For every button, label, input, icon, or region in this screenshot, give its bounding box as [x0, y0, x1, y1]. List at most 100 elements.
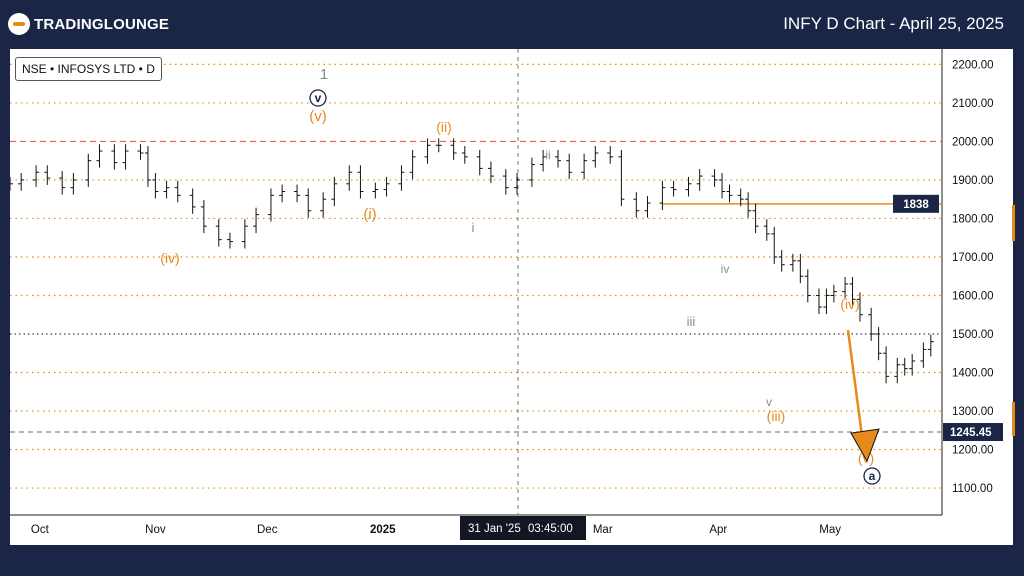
crosshair-date-label: 31 Jan '25: [468, 523, 521, 535]
time-tick-label: Mar: [593, 524, 613, 536]
wave-label: v: [766, 395, 772, 409]
top-bar: TRADINGLOUNGE INFY D Chart - April 25, 2…: [0, 0, 1024, 48]
ohlc-bar: [823, 288, 830, 314]
ohlc-bar: [85, 153, 92, 187]
logo-text: TRADINGLOUNGE: [34, 16, 169, 33]
ohlc-bar: [868, 307, 875, 341]
ohlc-bar: [409, 149, 416, 180]
wave-label: iv: [721, 262, 730, 276]
ohlc-bar: [267, 188, 274, 222]
ohlc-bar: [920, 342, 927, 368]
chart-title: INFY D Chart - April 25, 2025: [783, 14, 1004, 33]
ohlc-bar: [346, 165, 353, 191]
ohlc-bar: [44, 165, 51, 185]
price-tick-label: 1200.00: [952, 445, 994, 457]
ohlc-bar: [137, 144, 144, 160]
price-tick-label: 2200.00: [952, 59, 994, 71]
ohlc-bar: [320, 192, 327, 218]
price-tick-label: 1500.00: [952, 329, 994, 341]
chart-svg[interactable]: 2200.00 2100.00 2000.00 1900.00 1800.00 1700.…: [7, 49, 1013, 545]
price-tags: 1838 1245.45: [893, 194, 1003, 442]
ohlc-bar: [398, 165, 405, 191]
ohlc-bar: [18, 173, 25, 191]
ohlc-bar: [830, 284, 837, 303]
ohlc-bar: [528, 157, 535, 187]
edge-accent-bottom: [1012, 402, 1015, 436]
ohlc-bar: [122, 144, 129, 170]
time-tick-label: Oct: [31, 524, 50, 536]
ohlc-bar: [644, 196, 651, 218]
ohlc-bar: [804, 269, 811, 303]
price-tick-label: 2000.00: [952, 136, 994, 148]
ohlc-bar: [771, 226, 778, 264]
time-tick-label: Nov: [145, 524, 166, 536]
projection-arrowhead: [850, 428, 880, 463]
wave-label: (iv): [840, 296, 859, 312]
ohlc-bar: [372, 182, 379, 199]
ohlc-bar: [174, 180, 181, 203]
price-tag-label: 1838: [903, 199, 929, 211]
price-tick-label: 1900.00: [952, 175, 994, 187]
ohlc-bar: [883, 346, 890, 384]
brand-logo: TRADINGLOUNGE: [8, 12, 169, 36]
wave-label: (iv): [160, 250, 179, 266]
ohlc-bar: [566, 153, 573, 180]
time-tick-label: May: [819, 524, 841, 536]
ohlc-bar: [752, 203, 759, 234]
wave-label: (i): [363, 206, 376, 223]
ohlc-bar: [200, 199, 207, 234]
ohlc-bar: [279, 184, 286, 203]
ohlc-bar: [555, 149, 562, 168]
price-tick-label: 1100.00: [952, 483, 993, 495]
ohlc-bar: [849, 276, 856, 307]
ohlc-bar: [745, 192, 752, 218]
ohlc-bar: [357, 165, 364, 199]
ohlc-bar: [461, 146, 468, 164]
ohlc-bar: [581, 153, 588, 180]
ohlc-bar: [607, 146, 614, 164]
ohlc-bar: [901, 357, 908, 376]
symbol-label: NSE • INFOSYS LTD • D: [15, 57, 162, 81]
ohlc-bar: [70, 173, 77, 195]
ohlc-bar: [815, 288, 822, 314]
ohlc-bar: [502, 169, 509, 195]
ohlc-bar: [294, 184, 301, 203]
ohlc-bar: [894, 357, 901, 384]
price-tag-bg: [943, 423, 1003, 442]
price-tick-label: 1700.00: [952, 252, 994, 264]
ohlc-bar: [487, 161, 494, 184]
ohlc-bar: [331, 176, 338, 207]
plot-area: [10, 49, 942, 515]
ohlc-bar: [618, 149, 625, 207]
ohlc-bar: [842, 276, 849, 299]
ohlc-bar: [711, 169, 718, 187]
ohlc-bar: [305, 188, 312, 218]
price-tick-label: 1600.00: [952, 290, 994, 302]
wave-label: v: [315, 91, 322, 105]
wave-label: ii: [545, 148, 550, 162]
ohlc-bar: [226, 232, 233, 249]
price-tick-label: 1800.00: [952, 213, 994, 225]
ohlc-bar: [856, 292, 863, 322]
price-tag-label: 1245.45: [950, 427, 992, 439]
ohlc-bar: [763, 219, 770, 241]
price-tick-label: 1300.00: [952, 406, 994, 418]
wave-label: iii: [687, 314, 696, 329]
chart-panel[interactable]: 2200.00 2100.00 2000.00 1900.00 1800.00 1700.…: [7, 49, 1013, 545]
ohlc-bar: [789, 253, 796, 272]
wave-label: (iii): [767, 408, 786, 424]
orange-dotted-grid: [10, 63, 942, 489]
edge-accent-top: [1012, 205, 1015, 241]
ohlc-bar: [696, 169, 703, 191]
ohlc-bar: [152, 173, 159, 199]
ohlc-bar: [144, 146, 151, 187]
ohlc-bar: [726, 184, 733, 203]
price-tick-label: 2100.00: [952, 98, 994, 110]
ohlc-bar: [450, 138, 457, 160]
ohlc-bar: [111, 144, 118, 170]
price-tick-label: 1400.00: [952, 368, 994, 380]
wave-label: a: [869, 469, 876, 483]
wave-label: i: [472, 220, 475, 235]
ohlc-bar: [670, 180, 677, 197]
